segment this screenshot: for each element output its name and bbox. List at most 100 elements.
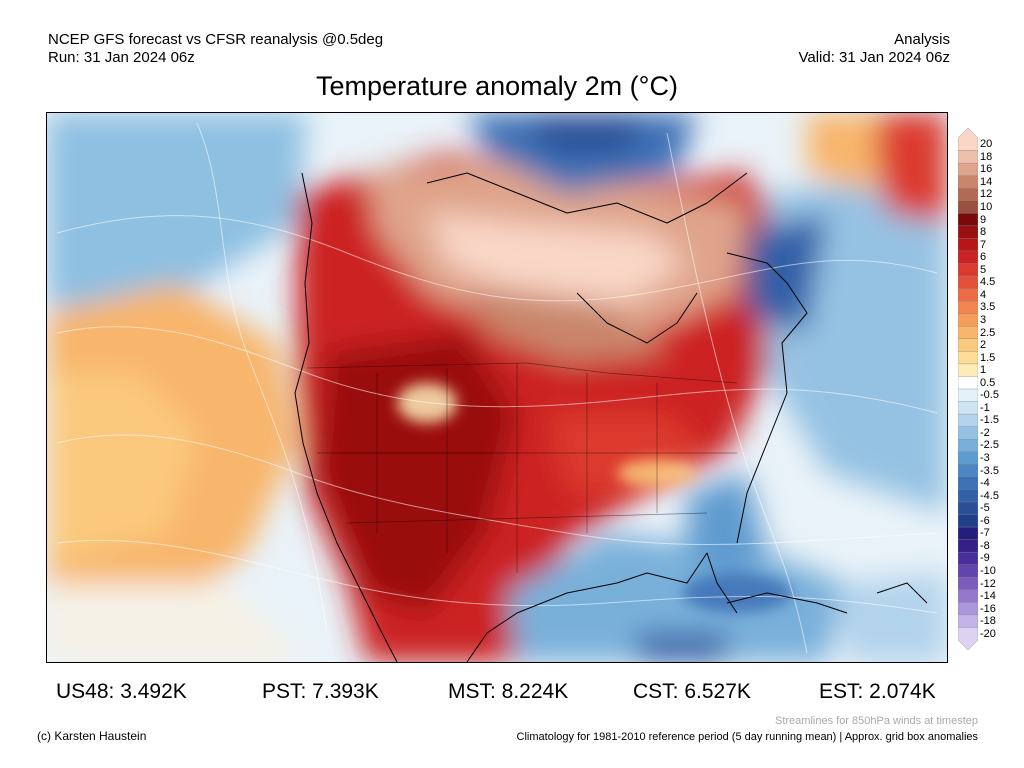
colorbar-segment: [957, 376, 979, 390]
stat-mst: MST: 8.224K: [448, 680, 569, 703]
colorbar-segment: [957, 589, 979, 604]
colorbar-tick-label: -20: [980, 627, 996, 640]
colorbar-tick-label: 5: [980, 263, 987, 276]
colorbar-tick-label: 7: [980, 238, 987, 251]
colorbar-graphic: [957, 127, 979, 651]
colorbar-segment: [957, 577, 979, 591]
colorbar-segment: [957, 326, 979, 340]
colorbar-tick-label: -4.5: [980, 489, 999, 502]
colorbar-segment: [957, 514, 979, 528]
colorbar-segment: [957, 426, 979, 440]
colorbar-segment: [957, 539, 979, 553]
colorbar-segment: [957, 225, 979, 240]
run-time: Run: 31 Jan 2024 06z: [48, 49, 195, 66]
colorbar-tick-label: 16: [980, 163, 993, 176]
colorbar-tick-label: 2: [980, 339, 987, 352]
colorbar-tick-label: -3.5: [980, 464, 999, 477]
colorbar-segment: [957, 338, 979, 353]
colorbar-tick-label: -14: [980, 590, 996, 603]
colorbar-tick-label: -18: [980, 615, 996, 628]
colorbar-tick-label: 8: [980, 226, 987, 239]
colorbar-segment: [957, 351, 979, 365]
colorbar-tick-label: 12: [980, 188, 993, 201]
stat-pst: PST: 7.393K: [262, 680, 379, 703]
colorbar-tick-label: -8: [980, 539, 990, 552]
colorbar-tick-label: -12: [980, 577, 996, 590]
colorbar-segment: [957, 401, 979, 415]
colorbar-segment: [957, 175, 979, 189]
colorbar-tick-label: 4.5: [980, 276, 996, 289]
valid-time: Valid: 31 Jan 2024 06z: [798, 49, 950, 66]
colorbar-tick-label: -1: [980, 401, 990, 414]
colorbar-tick-label: 1: [980, 364, 987, 377]
colorbar-segment: [957, 263, 979, 277]
colorbar-segment: [957, 501, 979, 516]
colorbar-tick-label: 4: [980, 288, 987, 301]
colorbar-tick-label: 3: [980, 313, 987, 326]
colorbar-tick-label: -9: [980, 552, 990, 565]
colorbar-segment: [957, 388, 979, 403]
colorbar-segment: [957, 150, 979, 164]
colorbar-tick-label: -5: [980, 502, 990, 515]
colorbar-tick-label: -16: [980, 602, 996, 615]
colorbar-segment: [957, 464, 979, 478]
colorbar-segment: [957, 238, 979, 252]
colorbar-segment: [957, 127, 979, 151]
colorbar-tick-label: 18: [980, 150, 993, 163]
climatology-note: Climatology for 1981-2010 reference peri…: [516, 731, 978, 743]
colorbar-segment: [957, 413, 979, 428]
colorbar-segment: [957, 564, 979, 578]
colorbar-tick-label: 9: [980, 213, 987, 226]
header-left: NCEP GFS forecast vs CFSR reanalysis @0.…: [48, 31, 383, 67]
colorbar-segment: [957, 489, 979, 503]
colorbar-segment: [957, 526, 979, 541]
colorbar-segment: [957, 300, 979, 315]
colorbar-tick-label: 20: [980, 138, 993, 151]
colorbar-tick-label: -1.5: [980, 414, 999, 427]
colorbar-tick-label: -2: [980, 426, 990, 439]
colorbar-tick-label: 1.5: [980, 351, 996, 364]
colorbar-tick-label: -3: [980, 452, 990, 465]
anomaly-map-graphic: [47, 113, 947, 662]
stat-us48: US48: 3.492K: [56, 680, 187, 703]
colorbar-segment: [957, 162, 979, 177]
colorbar-segment: [957, 200, 979, 215]
stat-cst: CST: 6.527K: [633, 680, 751, 703]
colorbar-tick-label: -6: [980, 514, 990, 527]
colorbar-tick-label: 10: [980, 201, 993, 214]
regional-stats: US48: 3.492K PST: 7.393K MST: 8.224K CST…: [0, 680, 1024, 706]
map-title: Temperature anomaly 2m (°C): [316, 71, 678, 101]
streamlines-note: Streamlines for 850hPa winds at timestep: [775, 715, 978, 727]
colorbar-segment: [957, 213, 979, 227]
colorbar-tick-label: -0.5: [980, 389, 999, 402]
colorbar-segment: [957, 188, 979, 202]
colorbar-segment: [957, 363, 979, 378]
colorbar-segment: [957, 614, 979, 629]
anomaly-map: [46, 112, 948, 663]
analysis-label: Analysis: [894, 31, 950, 48]
colorbar-tick-label: 2.5: [980, 326, 996, 339]
colorbar-tick-label: 6: [980, 251, 987, 264]
colorbar-tick-label: -7: [980, 527, 990, 540]
colorbar-segment: [957, 313, 979, 327]
colorbar-tick-label: -10: [980, 564, 996, 577]
colorbar-segment: [957, 602, 979, 616]
colorbar-segment: [957, 439, 979, 453]
colorbar-segment: [957, 476, 979, 491]
colorbar-tick-label: 14: [980, 175, 993, 188]
credit: (c) Karsten Haustein: [37, 729, 147, 743]
stat-est: EST: 2.074K: [819, 680, 936, 703]
model-description: NCEP GFS forecast vs CFSR reanalysis @0.…: [48, 31, 384, 48]
colorbar-segment: [957, 275, 979, 290]
colorbar-segment: [957, 288, 979, 302]
colorbar-segment: [957, 551, 979, 566]
header-right: Analysis Valid: 31 Jan 2024 06z: [798, 31, 950, 67]
colorbar-tick-label: -4: [980, 477, 990, 490]
colorbar-tick-label: 3.5: [980, 301, 996, 314]
colorbar-segment: [957, 451, 979, 466]
colorbar-segment: [957, 250, 979, 265]
colorbar-segment: [957, 627, 979, 651]
colorbar-tick-label: 0.5: [980, 376, 996, 389]
colorbar: [957, 127, 979, 651]
colorbar-tick-label: -2.5: [980, 439, 999, 452]
